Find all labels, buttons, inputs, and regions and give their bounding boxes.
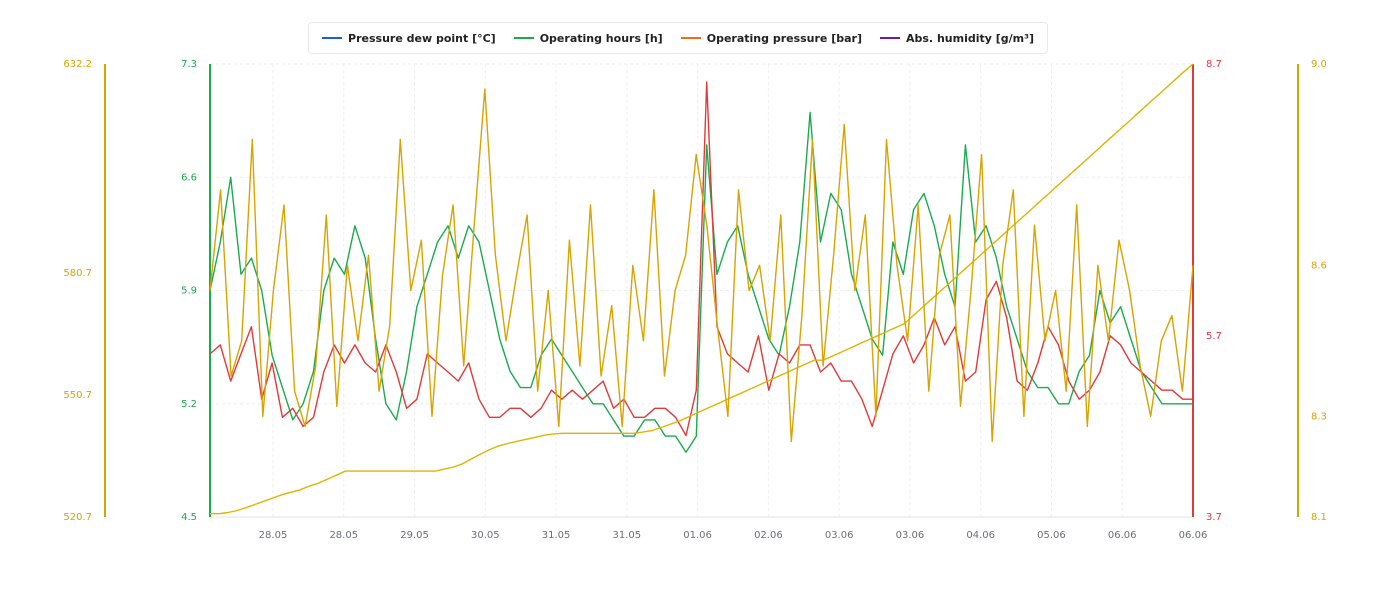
- legend-swatch: [513, 37, 534, 39]
- series-line: [209, 88, 1194, 443]
- x-tick-label: 05.06: [1037, 530, 1066, 541]
- y-axis-inner-right-tick-label: 3.7: [1206, 512, 1222, 523]
- y-axis-outer-right-tick-label: 8.6: [1311, 260, 1327, 271]
- legend-item-pressure-dew-point[interactable]: Pressure dew point [°C]: [322, 32, 496, 45]
- legend-item-operating-pressure[interactable]: Operating pressure [bar]: [680, 31, 862, 45]
- x-tick-label: 29.05: [400, 530, 429, 541]
- chart-legend: Pressure dew point [°C] Operating hours …: [308, 22, 1048, 54]
- y-axis-inner-left-tick-label: 4.5: [181, 512, 197, 523]
- x-tick-label: 31.05: [542, 530, 571, 541]
- y-axis-outer-left-tick-label: 520.7: [63, 512, 92, 523]
- series-line: [210, 63, 1194, 515]
- y-axis-outer-left-tick-label: 550.7: [63, 390, 92, 401]
- legend-swatch: [322, 37, 343, 39]
- x-tick-label: 31.05: [613, 530, 642, 541]
- x-tick-label: 06.06: [1179, 530, 1208, 541]
- x-tick-label: 04.06: [966, 530, 995, 541]
- y-axis-inner-left-tick-label: 5.9: [181, 286, 197, 297]
- y-axis-inner-right-tick-label: 8.7: [1206, 59, 1222, 70]
- x-tick-label: 28.05: [329, 530, 358, 541]
- series-line: [209, 81, 1193, 437]
- y-axis-inner-left-tick-label: 7.3: [181, 59, 197, 70]
- x-tick-label: 02.06: [754, 530, 783, 541]
- y-axis-outer-left-tick-label: 632.2: [63, 59, 92, 70]
- x-tick-label: 03.06: [825, 530, 854, 541]
- x-tick-label: 28.05: [259, 530, 288, 541]
- legend-item-operating-hours[interactable]: Operating hours [h]: [513, 31, 663, 45]
- y-axis-outer-left-tick-label: 580.7: [63, 268, 92, 279]
- y-axis-outer-right-tick-label: 8.3: [1311, 411, 1327, 422]
- y-axis-inner-left-tick-label: 5.2: [181, 399, 197, 410]
- legend-item-abs-humidity[interactable]: Abs. humidity [g/m³]: [880, 32, 1034, 45]
- legend-swatch: [680, 37, 701, 39]
- x-tick-label: 30.05: [471, 530, 500, 541]
- y-axis-outer-right-tick-label: 8.1: [1311, 512, 1327, 523]
- legend-label: Operating hours [h]: [539, 31, 663, 45]
- legend-label: Operating pressure [bar]: [706, 31, 862, 45]
- y-axis-inner-left-tick-label: 6.6: [181, 172, 197, 183]
- legend-label: Pressure dew point [°C]: [348, 31, 496, 45]
- y-axis-inner-right-tick-label: 5.7: [1206, 331, 1222, 342]
- x-tick-label: 01.06: [683, 530, 712, 541]
- legend-swatch: [880, 37, 900, 39]
- series-line: [209, 111, 1193, 453]
- y-axis-outer-right-tick-label: 9.0: [1311, 59, 1327, 70]
- x-tick-label: 03.06: [896, 530, 925, 541]
- legend-label: Abs. humidity [g/m³]: [906, 31, 1034, 45]
- x-tick-label: 06.06: [1108, 530, 1137, 541]
